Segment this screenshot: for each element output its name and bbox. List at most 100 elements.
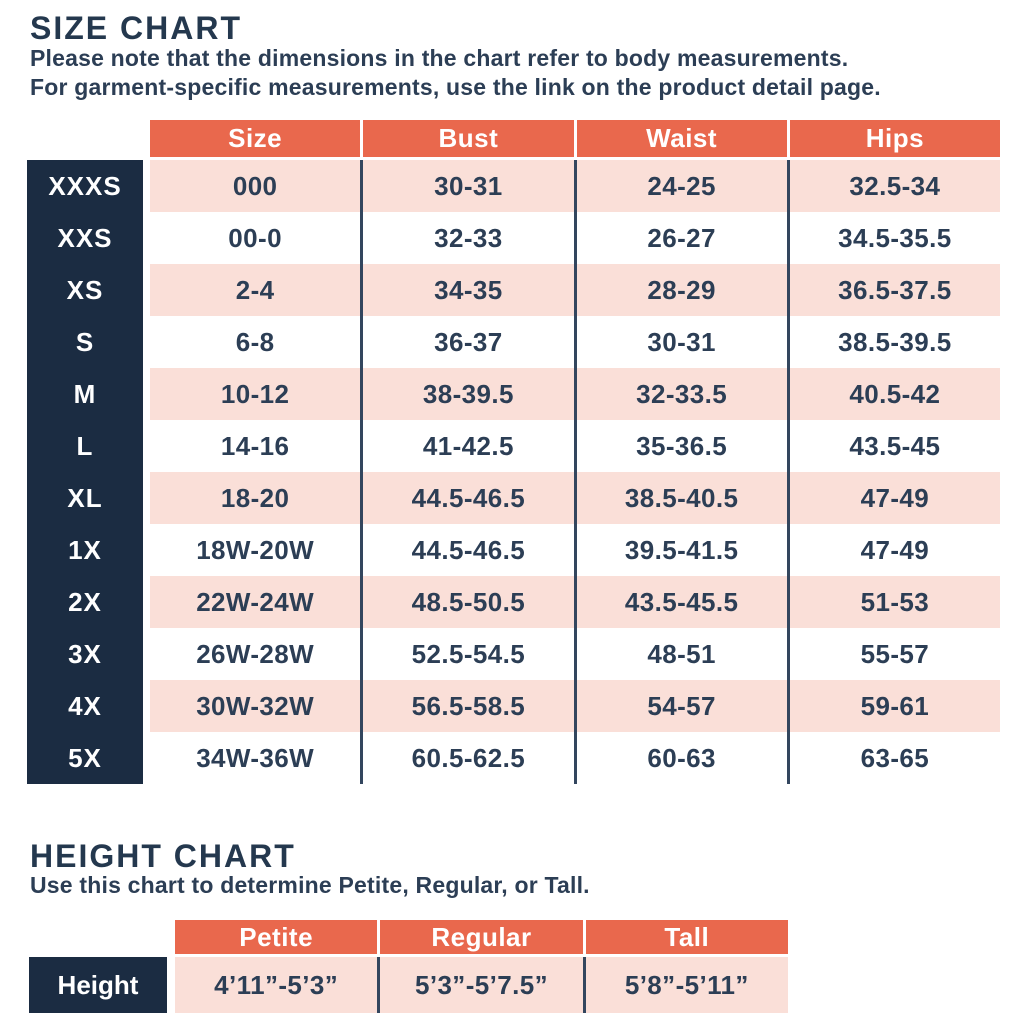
size-cell: 34W-36W xyxy=(150,732,364,784)
row-label: 5X xyxy=(27,732,143,784)
row-gap xyxy=(143,524,150,576)
size-row-4x: 4X 30W-32W 56.5-58.5 54-57 59-61 xyxy=(27,680,1000,732)
waist-cell: 54-57 xyxy=(577,680,790,732)
size-chart-header-row: Size Bust Waist Hips xyxy=(150,120,1000,157)
size-cell: 14-16 xyxy=(150,420,364,472)
size-chart-table: Size Bust Waist Hips XXXS 000 30-31 24-2… xyxy=(27,120,1000,784)
bust-cell: 36-37 xyxy=(363,316,577,368)
row-label: XL xyxy=(27,472,143,524)
bust-cell: 60.5-62.5 xyxy=(363,732,577,784)
row-cells: 6-8 36-37 30-31 38.5-39.5 xyxy=(150,316,1000,368)
hips-cell: 36.5-37.5 xyxy=(838,274,952,305)
waist-cell: 60-63 xyxy=(577,732,790,784)
row-cells: 18W-20W 44.5-46.5 39.5-41.5 47-49 xyxy=(150,524,1000,576)
row-gap xyxy=(167,957,175,1013)
row-cells: 30W-32W 56.5-58.5 54-57 59-61 xyxy=(150,680,1000,732)
row-label: XXXS xyxy=(27,160,143,212)
column-header-tall: Tall xyxy=(585,920,788,954)
hips-cell: 47-49 xyxy=(860,482,930,513)
regular-height-cell: 5’3”-5’7.5” xyxy=(380,957,586,1013)
row-cells: 2-4 34-35 28-29 36.5-37.5 xyxy=(150,264,1000,316)
size-row-3x: 3X 26W-28W 52.5-54.5 48-51 55-57 xyxy=(27,628,1000,680)
row-gap xyxy=(143,576,150,628)
waist-cell: 24-25 xyxy=(577,160,790,212)
height-chart-header-row: Petite Regular Tall xyxy=(175,920,788,954)
row-cells: 00-0 32-33 26-27 34.5-35.5 xyxy=(150,212,1000,264)
hips-cell: 43.5-45 xyxy=(849,430,941,461)
size-row-5x: 5X 34W-36W 60.5-62.5 60-63 63-65 xyxy=(27,732,1000,784)
size-cell: 2-4 xyxy=(150,264,364,316)
row-cells: 14-16 41-42.5 35-36.5 43.5-45 xyxy=(150,420,1000,472)
size-chart-title: SIZE CHART xyxy=(30,10,242,46)
size-cell: 30W-32W xyxy=(150,680,364,732)
size-row-xxs: XXS 00-0 32-33 26-27 34.5-35.5 xyxy=(27,212,1000,264)
waist-cell: 32-33.5 xyxy=(577,368,790,420)
row-label: XXS xyxy=(27,212,143,264)
row-gap xyxy=(143,316,150,368)
row-label: XS xyxy=(27,264,143,316)
bust-cell: 52.5-54.5 xyxy=(363,628,577,680)
petite-height-cell: 4’11”-5’3” xyxy=(175,957,381,1013)
row-label: 3X xyxy=(27,628,143,680)
bust-cell: 41-42.5 xyxy=(363,420,577,472)
row-cells: 000 30-31 24-25 32.5-34 xyxy=(150,160,1000,212)
row-label: 1X xyxy=(27,524,143,576)
column-header-bust: Bust xyxy=(363,120,577,157)
row-gap xyxy=(143,264,150,316)
height-chart-note: Use this chart to determine Petite, Regu… xyxy=(30,872,590,898)
size-chart-note-line2: For garment-specific measurements, use t… xyxy=(30,74,881,100)
row-label: S xyxy=(27,316,143,368)
row-cells: 10-12 38-39.5 32-33.5 40.5-42 xyxy=(150,368,1000,420)
row-gap xyxy=(143,420,150,472)
row-cells: 4’11”-5’3” 5’3”-5’7.5” 5’8”-5’11” xyxy=(175,957,788,1013)
row-label: M xyxy=(27,368,143,420)
bust-cell: 38-39.5 xyxy=(363,368,577,420)
size-cell: 18-20 xyxy=(150,472,364,524)
waist-cell: 26-27 xyxy=(577,212,790,264)
row-cells: 34W-36W 60.5-62.5 60-63 63-65 xyxy=(150,732,1000,784)
height-chart-title: HEIGHT CHART xyxy=(30,838,296,874)
row-gap xyxy=(143,472,150,524)
size-row-1x: 1X 18W-20W 44.5-46.5 39.5-41.5 47-49 xyxy=(27,524,1000,576)
waist-cell: 43.5-45.5 xyxy=(577,576,790,628)
row-gap xyxy=(143,160,150,212)
waist-cell: 38.5-40.5 xyxy=(577,472,790,524)
column-header-regular: Regular xyxy=(380,920,586,954)
size-cell: 18W-20W xyxy=(150,524,364,576)
size-cell: 6-8 xyxy=(150,316,364,368)
waist-cell: 39.5-41.5 xyxy=(577,524,790,576)
size-cell: 10-12 xyxy=(150,368,364,420)
column-header-hips: Hips xyxy=(789,120,1000,157)
size-cell: 26W-28W xyxy=(150,628,364,680)
row-label: 2X xyxy=(27,576,143,628)
waist-cell: 30-31 xyxy=(577,316,790,368)
hips-cell: 34.5-35.5 xyxy=(838,222,952,253)
height-row: Height 4’11”-5’3” 5’3”-5’7.5” 5’8”-5’11” xyxy=(29,957,788,1013)
bust-cell: 48.5-50.5 xyxy=(363,576,577,628)
column-header-size: Size xyxy=(150,120,364,157)
hips-cell: 51-53 xyxy=(860,586,930,617)
size-row-xxxs: XXXS 000 30-31 24-25 32.5-34 xyxy=(27,160,1000,212)
hips-cell: 47-49 xyxy=(860,534,930,565)
hips-cell: 38.5-39.5 xyxy=(838,326,952,357)
bust-cell: 44.5-46.5 xyxy=(363,524,577,576)
size-cell: 22W-24W xyxy=(150,576,364,628)
row-label: Height xyxy=(29,957,167,1013)
bust-cell: 32-33 xyxy=(363,212,577,264)
hips-cell: 55-57 xyxy=(860,638,930,669)
row-label: L xyxy=(27,420,143,472)
size-row-xs: XS 2-4 34-35 28-29 36.5-37.5 xyxy=(27,264,1000,316)
row-label: 4X xyxy=(27,680,143,732)
row-cells: 26W-28W 52.5-54.5 48-51 55-57 xyxy=(150,628,1000,680)
tall-height-cell: 5’8”-5’11” xyxy=(624,969,749,1000)
bust-cell: 44.5-46.5 xyxy=(363,472,577,524)
hips-cell: 63-65 xyxy=(860,742,930,773)
column-header-petite: Petite xyxy=(175,920,381,954)
bust-cell: 34-35 xyxy=(363,264,577,316)
height-chart-table: Petite Regular Tall Height 4’11”-5’3” 5’… xyxy=(29,920,788,1013)
bust-cell: 56.5-58.5 xyxy=(363,680,577,732)
size-row-m: M 10-12 38-39.5 32-33.5 40.5-42 xyxy=(27,368,1000,420)
row-gap xyxy=(143,628,150,680)
row-gap xyxy=(143,212,150,264)
hips-cell: 59-61 xyxy=(860,690,930,721)
